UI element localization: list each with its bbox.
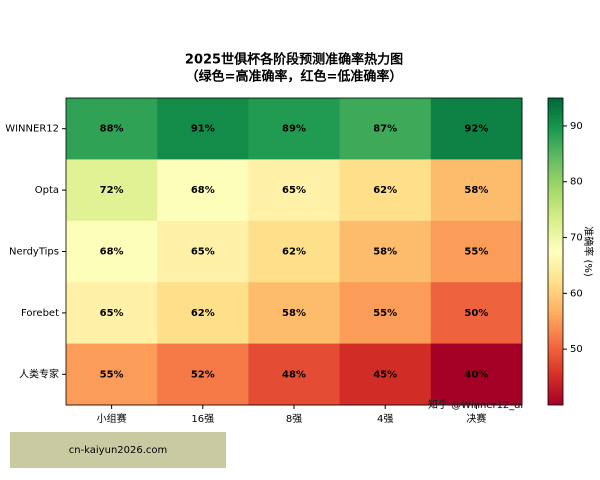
y-tick-label: Forebet [21, 308, 59, 319]
x-tick-label: 小组赛 [97, 412, 127, 425]
cell-label: 91% [191, 124, 215, 135]
heatmap-cell [157, 98, 249, 160]
heatmap-cell [248, 343, 341, 406]
cell-label: 92% [464, 124, 488, 135]
y-tick-label: WINNER12 [5, 124, 59, 135]
heatmap-cell [248, 220, 341, 283]
colorbar [547, 97, 564, 406]
cell-label: 65% [100, 308, 124, 319]
heatmap-cell [339, 159, 432, 222]
cell-label: 58% [464, 185, 488, 196]
heatmap-cell [339, 220, 432, 283]
cell-label: 72% [100, 185, 124, 196]
cell-label: 89% [282, 124, 306, 135]
heatmap-cell [430, 98, 523, 160]
cell-label: 62% [373, 185, 397, 196]
colorbar-tick-label: 90 [570, 121, 583, 132]
cell-label: 58% [282, 308, 306, 319]
heatmap-cell [430, 282, 523, 345]
heatmap-cell [248, 159, 341, 222]
banner-text: cn-kaiyun2026.com [69, 445, 168, 456]
heatmap-cell [157, 220, 249, 283]
cell-label: 50% [464, 308, 488, 319]
cell-label: 87% [373, 124, 397, 135]
colorbar-tick-label: 60 [570, 288, 583, 299]
cell-label: 68% [191, 185, 215, 196]
cell-label: 58% [373, 247, 397, 258]
heatmap-cell [157, 343, 249, 406]
chart-subtitle: （绿色=高准确率，红色=低准确率） [186, 69, 403, 85]
cell-label: 52% [191, 369, 215, 380]
heatmap-cell [66, 282, 158, 345]
heatmap-cell [339, 282, 432, 345]
y-tick-label: Opta [35, 185, 59, 196]
cell-label: 55% [464, 247, 488, 258]
y-tick-label: 人类专家 [19, 367, 59, 380]
x-tick-label: 8强 [286, 413, 302, 425]
heatmap-cell [157, 159, 249, 222]
colorbar-tick-label: 80 [570, 177, 583, 188]
banner-bg [10, 432, 226, 468]
heatmap-cell [339, 98, 432, 160]
heatmap-cell [248, 98, 341, 160]
heatmap-cell [66, 98, 158, 160]
x-tick-label: 4强 [377, 413, 393, 425]
x-tick-label: 决赛 [466, 412, 486, 425]
cell-label: 88% [100, 124, 124, 135]
y-tick-label: NerdyTips [9, 247, 59, 258]
cell-label: 45% [373, 369, 397, 380]
heatmap-cell [66, 220, 158, 283]
heatmap-cell [339, 343, 432, 406]
cell-label: 65% [191, 247, 215, 258]
cell-label: 68% [100, 247, 124, 258]
heatmap-cell [248, 282, 341, 345]
heatmap-cell [430, 343, 523, 406]
cell-label: 55% [373, 308, 397, 319]
cell-label: 65% [282, 185, 306, 196]
cell-label: 62% [191, 308, 215, 319]
heatmap-cell [66, 159, 158, 222]
heatmap-cell [157, 282, 249, 345]
colorbar-tick-label: 50 [570, 344, 583, 355]
chart-title: 2025世俱杯各阶段预测准确率热力图 [185, 52, 403, 68]
heatmap-cell [66, 343, 158, 406]
x-tick-label: 16强 [191, 413, 214, 425]
cell-label: 48% [282, 369, 306, 380]
cell-label: 55% [100, 369, 124, 380]
heatmap-cell [430, 159, 523, 222]
cell-label: 40% [464, 369, 488, 380]
cell-label: 62% [282, 247, 306, 258]
colorbar-label: 准确率 (%) [582, 226, 595, 277]
heatmap-cell [430, 220, 523, 283]
colorbar-tick-label: 70 [570, 233, 583, 244]
watermark: 知乎 @Winner12_ai [428, 398, 523, 411]
